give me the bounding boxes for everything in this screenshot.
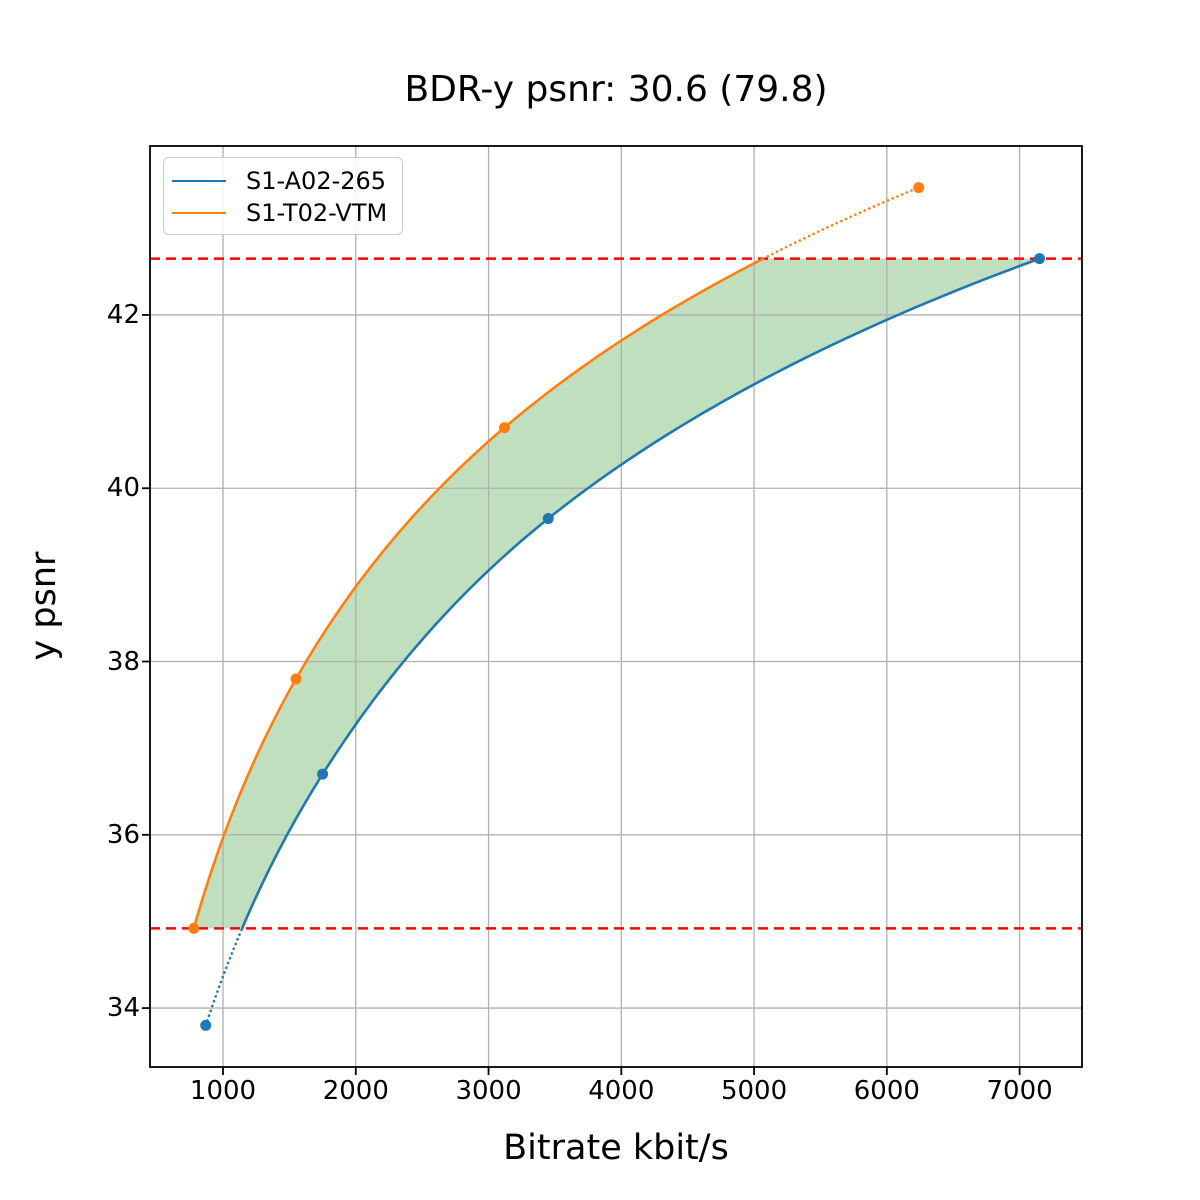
chart-title: BDR-y psnr: 30.6 (79.8) — [404, 69, 828, 110]
y-axis-label: y psnr — [24, 551, 64, 661]
y-tick-label: 38 — [106, 646, 140, 677]
x-tick-label: 3000 — [455, 1076, 522, 1106]
x-tick-label: 5000 — [720, 1076, 788, 1106]
legend-line-sample-series-1 — [172, 212, 226, 214]
legend-item: S1-T02-VTM — [164, 197, 402, 229]
legend-item: S1-A02-265 — [164, 165, 402, 197]
y-tick-label: 36 — [106, 819, 140, 850]
x-tick-label: 6000 — [853, 1076, 920, 1106]
y-tick-label: 40 — [106, 473, 140, 504]
legend-label: S1-A02-265 — [246, 167, 387, 195]
y-tick-label: 42 — [106, 299, 140, 330]
y-tick-label: 34 — [106, 993, 140, 1024]
legend-line-sample-series-0 — [172, 180, 226, 182]
x-tick-label: 4000 — [588, 1076, 655, 1106]
x-tick-label: 1000 — [189, 1076, 257, 1106]
legend-label: S1-T02-VTM — [246, 199, 388, 227]
x-tick-label: 2000 — [322, 1076, 389, 1106]
x-axis-label: Bitrate kbit/s — [503, 1128, 729, 1168]
x-tick-label: 7000 — [986, 1076, 1053, 1106]
legend: S1-A02-265 S1-T02-VTM — [163, 157, 403, 235]
